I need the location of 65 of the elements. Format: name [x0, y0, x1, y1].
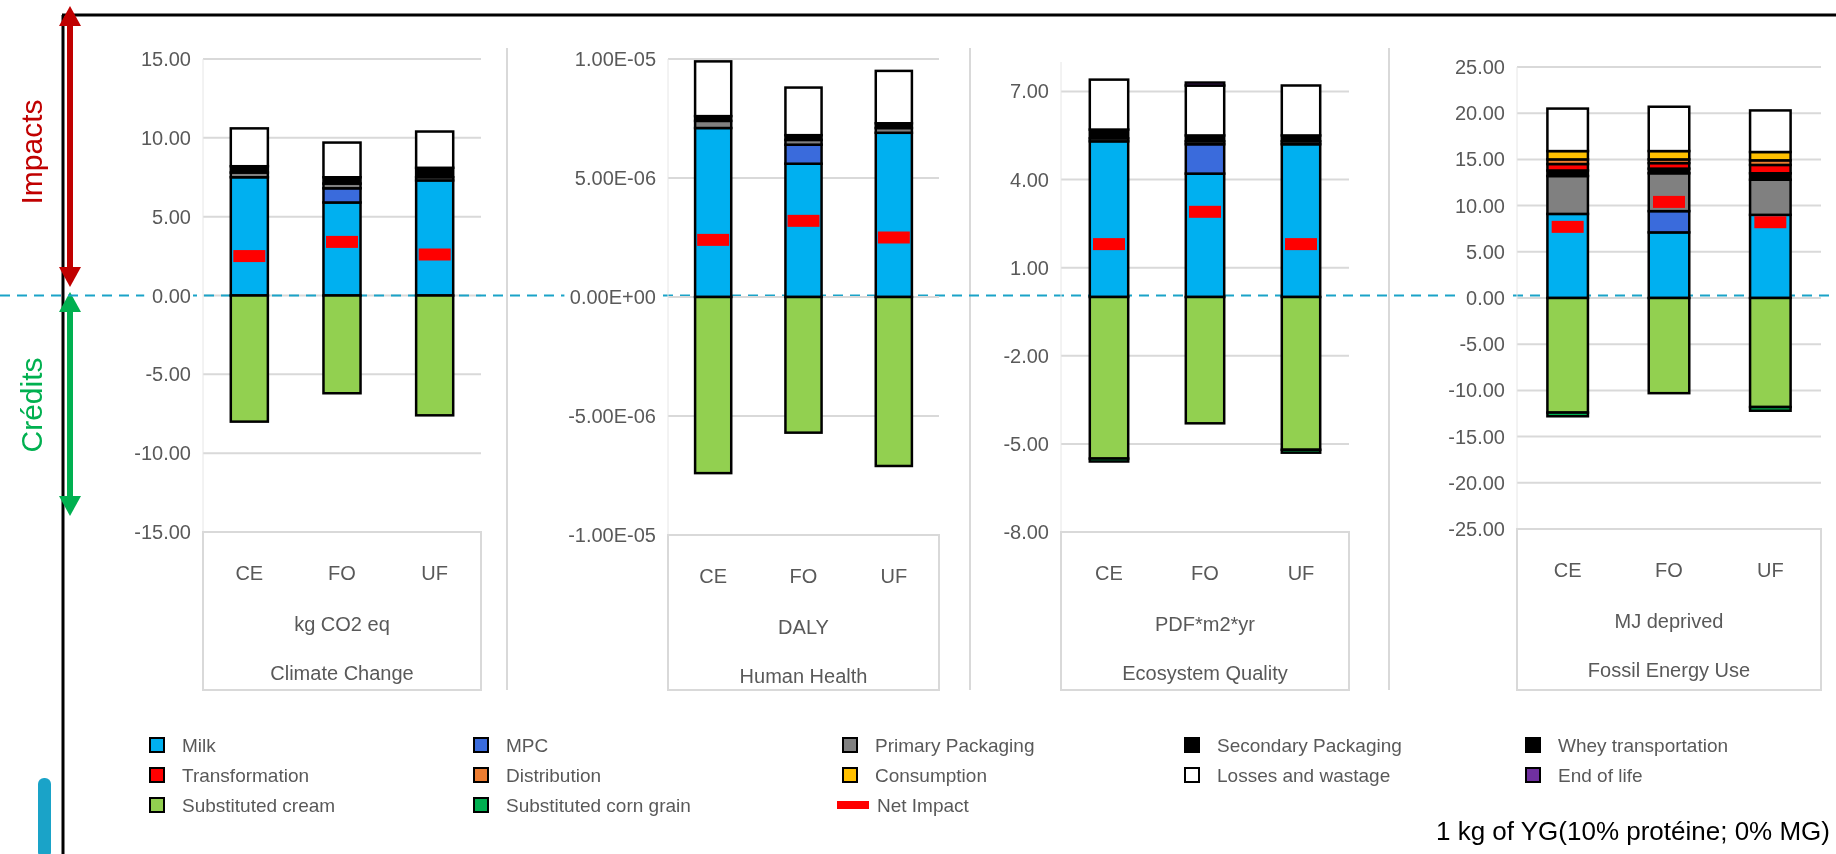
y-tick-label: -5.00 [1003, 432, 1049, 455]
y-tick-label: -8.00 [1003, 521, 1049, 543]
x-tick-label: FO [1191, 562, 1219, 584]
legend-label: End of life [1558, 764, 1643, 786]
y-tick-label: -20.00 [1448, 471, 1505, 494]
x-tick-label: CE [1553, 559, 1582, 581]
y-tick-label: -5.00 [1459, 333, 1505, 356]
y-tick-label: 15.00 [140, 48, 191, 70]
y-tick-label: -15.00 [1448, 425, 1505, 448]
x-tick-label: CE [699, 565, 728, 587]
x-tick-label: UF [1757, 559, 1784, 581]
legend-label: Transformation [182, 764, 310, 786]
y-tick-label: 0.00 [1466, 287, 1505, 309]
text: Fossil Energy Use [1587, 659, 1751, 681]
y-tick-label: 7.00 [1010, 80, 1049, 103]
y-tick-label: 5.00E-06 [574, 167, 656, 189]
x-tick-label: UF [880, 565, 908, 587]
legend-label: Consumption [875, 764, 987, 786]
y-tick-label: -2.00 [1003, 344, 1049, 367]
y-tick-label: 1.00E-05 [574, 48, 656, 70]
y-tick-label: -15.00 [134, 521, 191, 543]
x-tick-label: UF [421, 562, 448, 584]
x-tick-label: FO [1655, 559, 1683, 581]
x-tick-label: CE [235, 562, 264, 584]
x-tick-label: FO [328, 562, 356, 584]
x-axis-title: PDF*m2*yr [1154, 613, 1256, 635]
x-tick-label: FO [789, 565, 818, 587]
y-tick-label: -10.00 [1448, 379, 1505, 402]
legend-label: Whey transportation [1558, 734, 1729, 756]
y-tick-label: -1.00E-05 [568, 524, 656, 546]
y-tick-label: 10.00 [140, 126, 191, 149]
legend-label: Primary Packaging [875, 734, 1035, 756]
y-tick-label: 25.00 [1454, 56, 1505, 78]
legend-label: MPC [506, 734, 549, 756]
legend-label: Substituted cream [182, 794, 336, 816]
text: 1 kg of YG(10% protéine; 0% MG) [1435, 816, 1830, 846]
text: Human Health [739, 665, 868, 687]
y-tick-label: 20.00 [1454, 102, 1505, 125]
legend-label: Secondary Packaging [1217, 734, 1402, 756]
y-tick-label: 0.00 [152, 284, 191, 307]
x-axis-title: MJ deprived [1614, 610, 1724, 632]
y-tick-label: -5.00 [145, 363, 191, 386]
text: Climate Change [270, 662, 414, 684]
x-tick-label: UF [1287, 562, 1315, 584]
text: Impacts [15, 99, 48, 205]
legend-label: Substituted corn grain [506, 794, 691, 816]
x-axis-title: DALY [778, 616, 829, 638]
x-axis-title: kg CO2 eq [294, 613, 390, 635]
y-tick-label: -25.00 [1448, 518, 1505, 540]
text: Ecosystem Quality [1122, 662, 1288, 684]
y-tick-label: -5.00E-06 [568, 405, 656, 427]
y-tick-label: 4.00 [1010, 168, 1049, 191]
y-tick-label: 10.00 [1454, 194, 1505, 217]
legend-label: Losses and wastage [1217, 764, 1391, 786]
y-tick-label: 5.00 [152, 205, 191, 228]
y-tick-label: 0.00E+00 [569, 286, 656, 308]
y-tick-label: 15.00 [1454, 148, 1505, 171]
y-tick-label: 5.00 [1466, 240, 1505, 263]
text: Crédits [15, 357, 48, 453]
y-tick-label: 1.00 [1010, 256, 1049, 279]
y-tick-label: -10.00 [134, 442, 191, 465]
legend-label: Milk [182, 734, 217, 756]
legend-label: Distribution [506, 764, 602, 786]
x-tick-label: CE [1095, 562, 1123, 584]
legend-label: Net Impact [877, 794, 970, 816]
